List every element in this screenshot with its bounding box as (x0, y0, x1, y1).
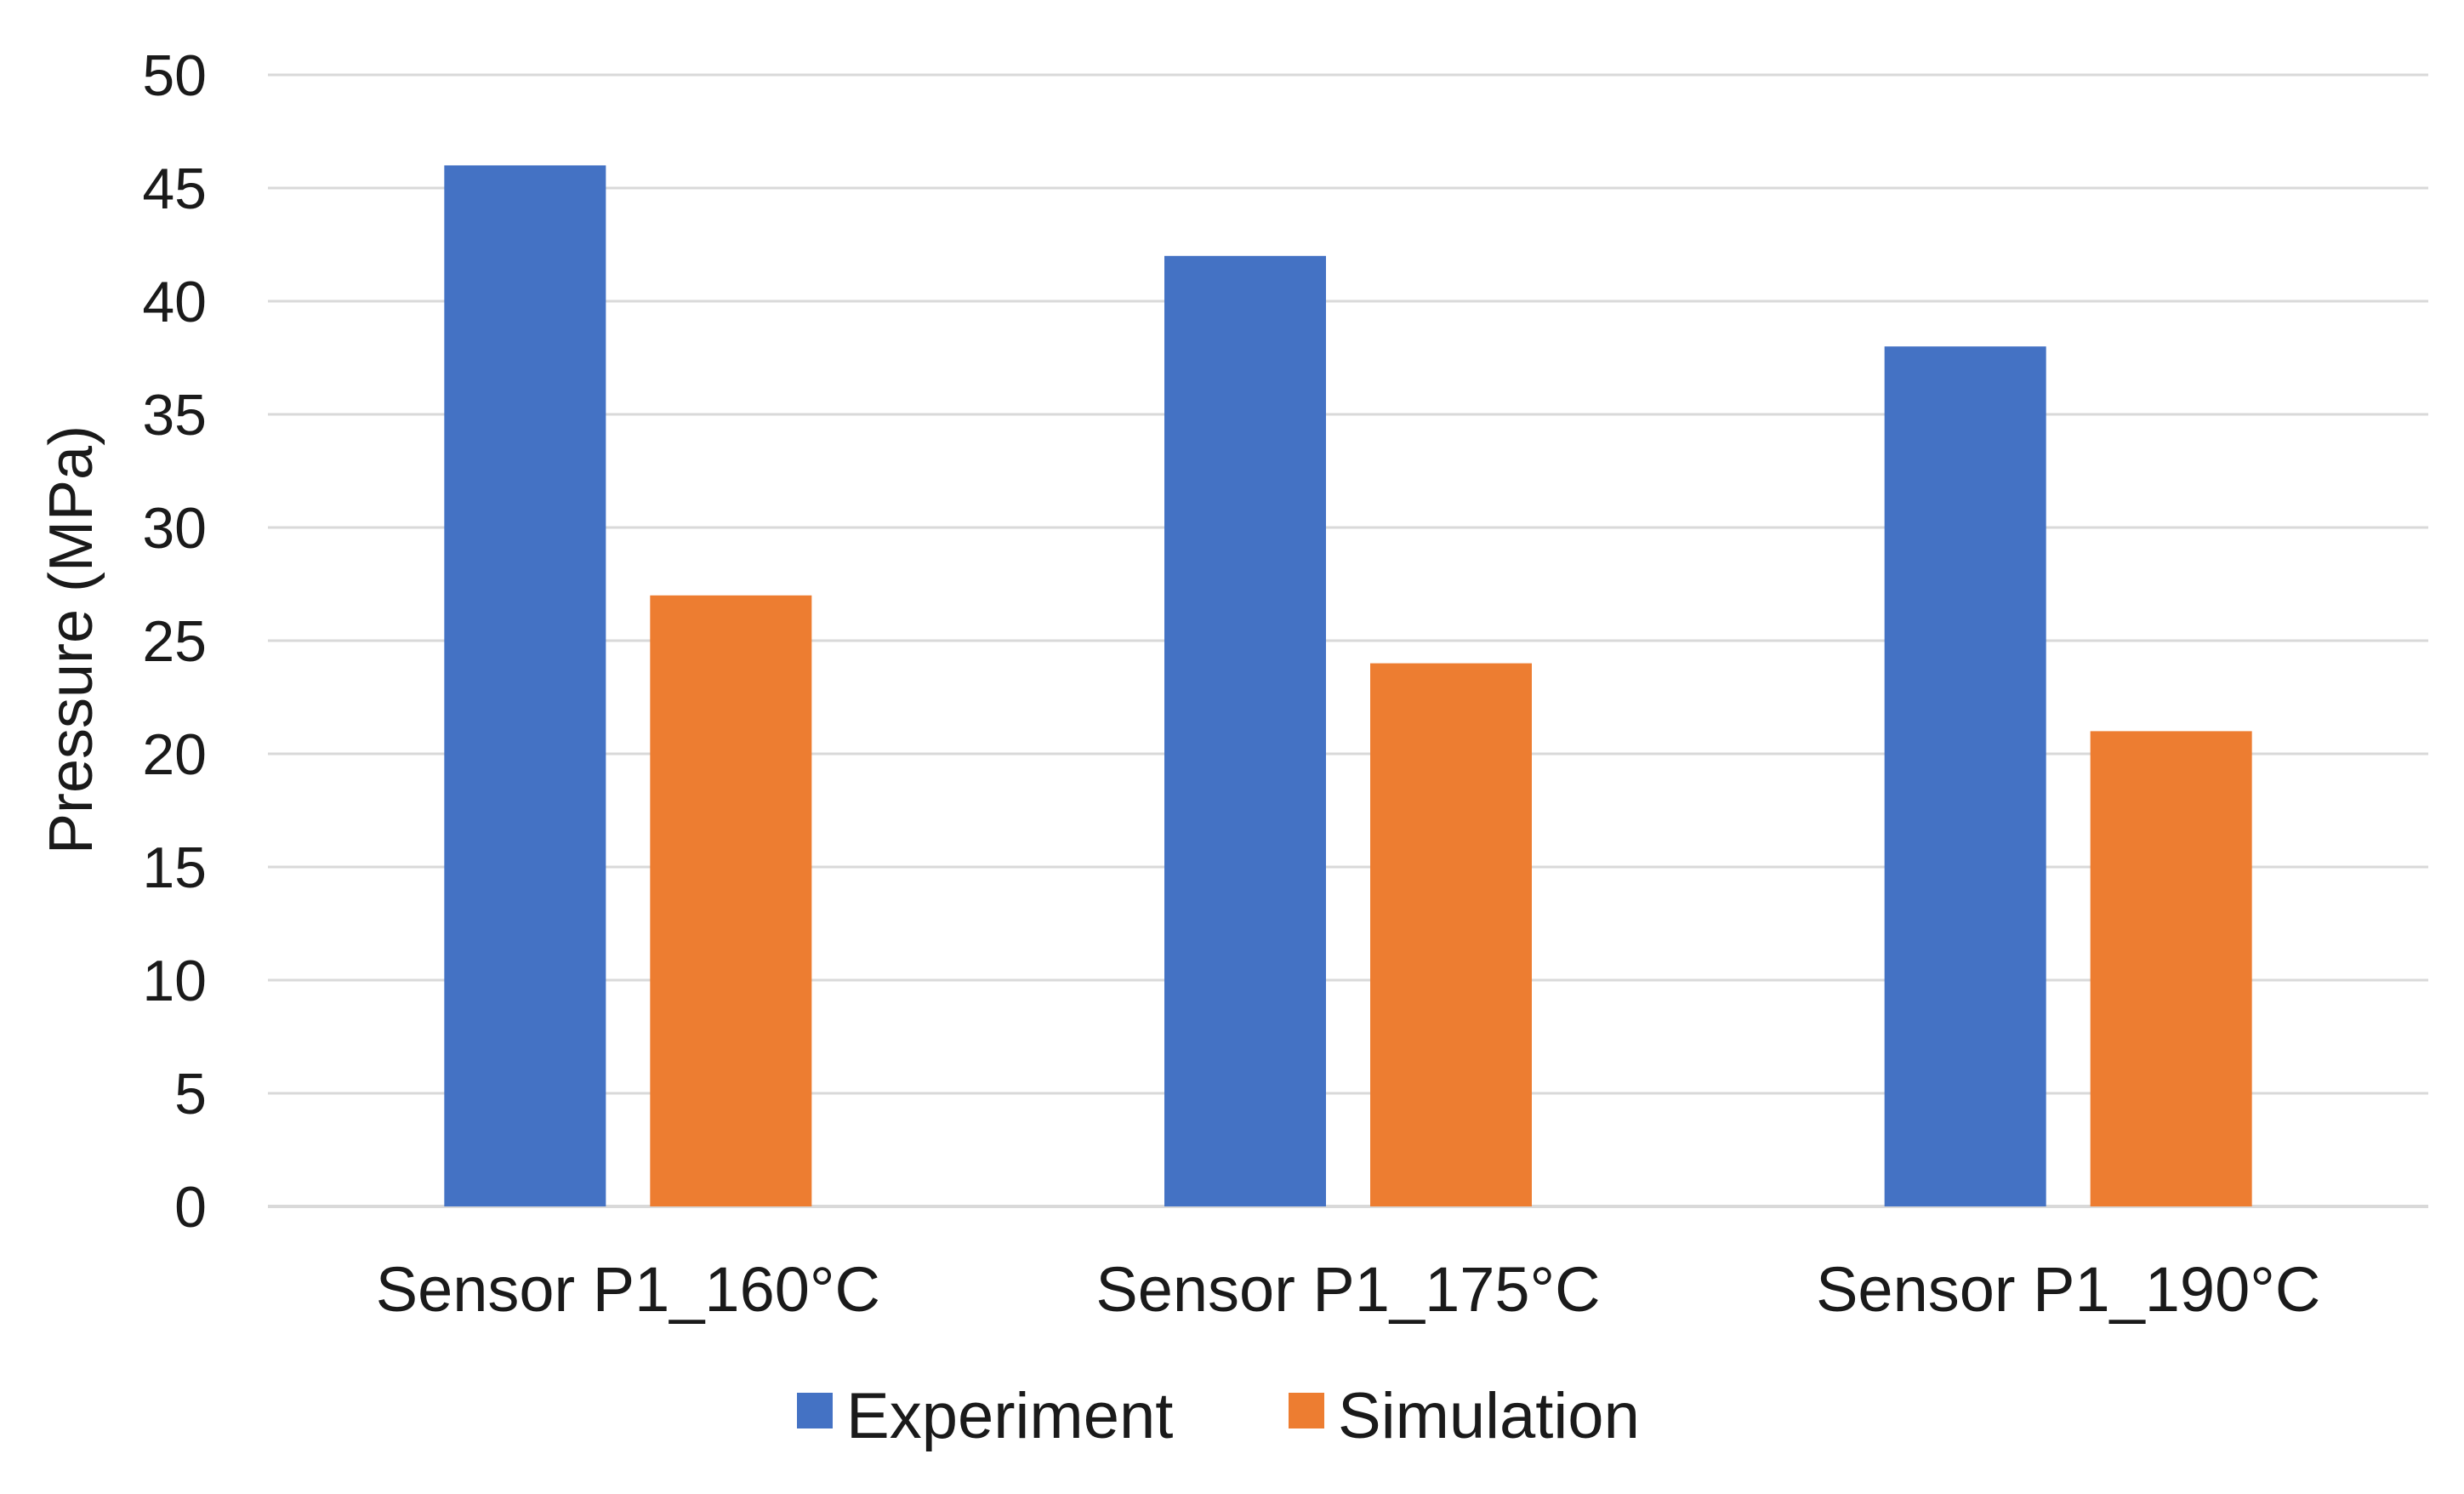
bar-simulation-3 (2090, 731, 2252, 1206)
y-tick-label: 45 (142, 157, 207, 221)
x-category-label: Sensor P1_190°C (1816, 1254, 2320, 1325)
y-tick-label: 25 (142, 609, 207, 674)
legend-swatch-simulation (1289, 1393, 1324, 1428)
bar-simulation-1 (650, 595, 812, 1206)
legend-label-simulation: Simulation (1338, 1380, 1640, 1452)
x-category-label: Sensor P1_175°C (1095, 1254, 1600, 1325)
bar-experiment-3 (1884, 346, 2046, 1206)
y-tick-label: 20 (142, 722, 207, 787)
y-axis-title: Pressure (MPa) (37, 425, 105, 854)
legend: Experiment Simulation (797, 1380, 1640, 1452)
y-tick-label: 30 (142, 496, 207, 561)
y-tick-label: 5 (174, 1062, 207, 1126)
legend-swatch-experiment (797, 1393, 833, 1428)
y-tick-label: 35 (142, 383, 207, 448)
bar-experiment-2 (1164, 255, 1326, 1206)
bars (444, 165, 2252, 1206)
bar-experiment-1 (444, 165, 606, 1206)
y-tick-label: 15 (142, 835, 207, 900)
x-axis-categories: Sensor P1_160°C Sensor P1_175°C Sensor P1_… (376, 1254, 2321, 1325)
bar-simulation-2 (1370, 663, 1532, 1206)
y-tick-label: 50 (142, 43, 207, 108)
gridlines (268, 73, 2428, 1208)
legend-label-experiment: Experiment (846, 1380, 1173, 1452)
y-tick-label: 0 (174, 1175, 207, 1240)
x-category-label: Sensor P1_160°C (376, 1254, 880, 1325)
y-tick-label: 40 (142, 270, 207, 334)
y-axis-ticks: 0 5 10 15 20 25 30 35 40 45 50 (142, 43, 207, 1240)
y-tick-label: 10 (142, 949, 207, 1013)
